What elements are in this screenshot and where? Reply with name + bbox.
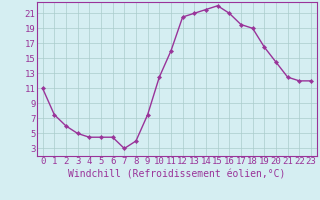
X-axis label: Windchill (Refroidissement éolien,°C): Windchill (Refroidissement éolien,°C) (68, 169, 285, 179)
